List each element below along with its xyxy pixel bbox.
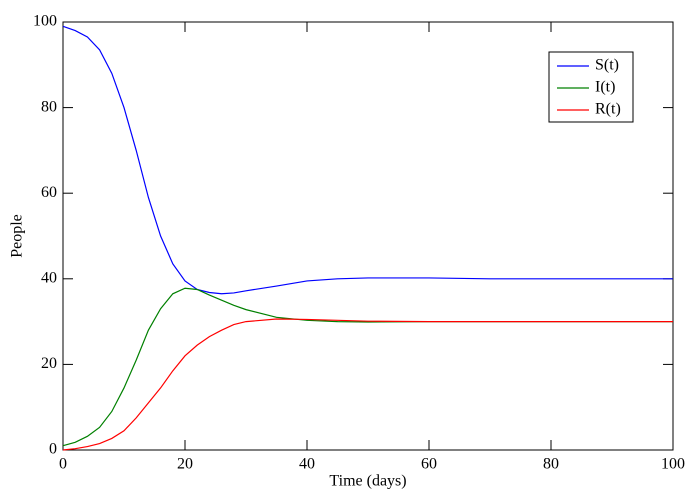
y-tick-label: 0 [49, 441, 57, 458]
y-axis-label: People [9, 214, 26, 258]
x-tick-label: 60 [421, 456, 437, 473]
legend-label: R(t) [595, 101, 621, 118]
x-tick-label: 0 [59, 456, 67, 473]
y-tick-label: 60 [41, 184, 57, 201]
x-tick-label: 20 [177, 456, 193, 473]
legend-label: I(t) [595, 79, 615, 96]
legend-label: S(t) [595, 57, 619, 74]
y-tick-label: 100 [33, 13, 57, 30]
plot-frame [62, 21, 674, 451]
x-tick-label: 40 [299, 456, 315, 473]
x-tick-label: 80 [543, 456, 559, 473]
series-line [62, 318, 673, 451]
x-tick-label: 100 [661, 456, 685, 473]
y-tick-label: 20 [41, 355, 57, 372]
x-axis-label: Time (days) [329, 473, 406, 490]
series-line [62, 25, 673, 295]
y-tick-label: 40 [41, 269, 57, 286]
series-line [62, 287, 673, 447]
y-tick-label: 80 [41, 98, 57, 115]
